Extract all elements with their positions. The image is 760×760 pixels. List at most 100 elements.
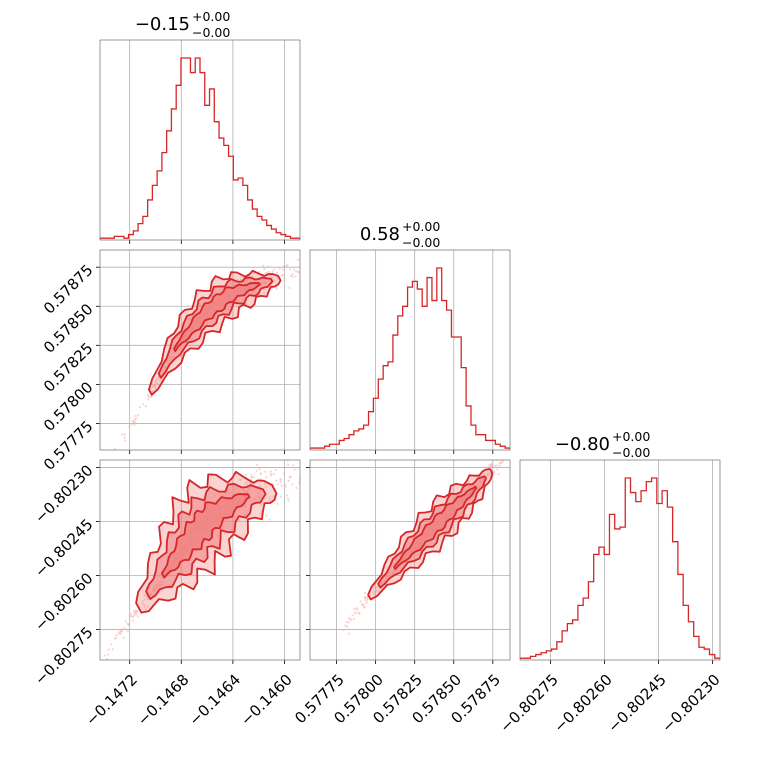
scatter-point [259, 503, 263, 506]
density-contour [157, 276, 274, 379]
scatter-point [365, 602, 368, 605]
scatter-point [123, 436, 126, 439]
scatter-point [252, 476, 255, 479]
scatter-point [272, 268, 275, 271]
scatter-point [264, 272, 267, 275]
scatter-point [141, 600, 144, 603]
scatter-point [352, 617, 355, 621]
scatter-point [121, 627, 124, 630]
scatter-point [357, 611, 360, 614]
scatter-point [500, 457, 502, 459]
scatter-point [143, 604, 146, 607]
scatter-point [243, 482, 247, 485]
scatter-point [493, 464, 496, 467]
scatter-point [262, 264, 265, 267]
scatter-point [134, 414, 137, 417]
scatter-point [255, 469, 258, 472]
scatter-point [132, 615, 135, 618]
scatter-point [306, 464, 308, 466]
scatter-point [258, 467, 261, 471]
scatter-point [372, 586, 375, 589]
scatter-point [292, 268, 296, 271]
density-layer [103, 452, 308, 660]
scatter-panel-2-3 [306, 451, 511, 664]
scatter-point [285, 264, 288, 268]
scatter-point [301, 266, 303, 268]
scatter-point [291, 272, 294, 276]
density-contour [161, 493, 251, 579]
scatter-point [498, 461, 502, 464]
scatter-point [250, 478, 253, 481]
scatter-point [359, 600, 362, 603]
scatter-point [268, 499, 271, 502]
scatter-point [496, 468, 499, 471]
scatter-point [121, 433, 124, 436]
scatter-point [492, 456, 494, 458]
scatter-point [279, 481, 282, 484]
scatter-point [268, 453, 270, 455]
x-tick-label: −0.80230 [658, 671, 723, 736]
scatter-point [289, 268, 292, 271]
scatter-point [271, 270, 274, 273]
scatter-point [238, 518, 241, 521]
scatter-point [484, 472, 487, 475]
scatter-point [251, 275, 254, 278]
scatter-point [127, 623, 130, 626]
scatter-point [246, 483, 249, 486]
scatter-point [259, 512, 262, 515]
density-contour [393, 485, 478, 570]
x-tick-label: −0.1468 [134, 671, 193, 730]
scatter-point [124, 620, 127, 623]
scatter-point [365, 600, 369, 603]
scatter-point [377, 590, 380, 593]
scatter-point [244, 474, 247, 477]
scatter-point [134, 417, 138, 420]
title-plus-error: +0.00 [402, 219, 440, 234]
scatter-point [265, 514, 268, 517]
scatter-point [274, 468, 277, 472]
panel-title: −0.80 +0.00−0.00 [555, 429, 651, 460]
scatter-point [264, 470, 267, 473]
scatter-point [259, 472, 262, 475]
scatter-point [144, 405, 148, 408]
scatter-point [131, 420, 134, 423]
scatter-point [106, 653, 110, 656]
scatter-point [347, 632, 351, 635]
scatter-point [110, 643, 113, 646]
scatter-point [507, 451, 509, 453]
scatter-point [144, 598, 147, 601]
scatter-point [288, 476, 291, 479]
scatter-point [294, 270, 298, 273]
scatter-point [239, 478, 243, 481]
scatter-point [282, 472, 286, 475]
scatter-point [269, 470, 272, 473]
scatter-point [283, 483, 286, 486]
scatter-point [103, 654, 106, 657]
x-tick-label: −0.1472 [82, 671, 141, 730]
scatter-point [496, 464, 499, 467]
scatter-point [487, 464, 491, 467]
scatter-point [361, 604, 364, 607]
scatter-point [281, 268, 285, 271]
scatter-point [146, 393, 150, 397]
scatter-point [111, 648, 114, 651]
x-tick-label: −0.1460 [237, 671, 296, 730]
scatter-point [282, 273, 285, 276]
scatter-point [263, 288, 266, 291]
histogram-steps [520, 477, 720, 660]
scatter-point [146, 596, 149, 599]
scatter-point [486, 470, 489, 473]
title-value: −0.15 [135, 14, 190, 35]
scatter-point [121, 630, 124, 633]
scatter-point [366, 595, 369, 599]
scatter-point [306, 453, 308, 455]
panel-frame [99, 39, 301, 241]
scatter-point [278, 267, 281, 270]
scatter-point [268, 496, 271, 499]
title-value: −0.80 [555, 434, 610, 455]
scatter-point [282, 265, 285, 268]
x-tick-label: −0.1464 [185, 671, 244, 730]
scatter-point [276, 483, 280, 486]
scatter-point [263, 482, 267, 485]
scatter-point [296, 452, 298, 454]
